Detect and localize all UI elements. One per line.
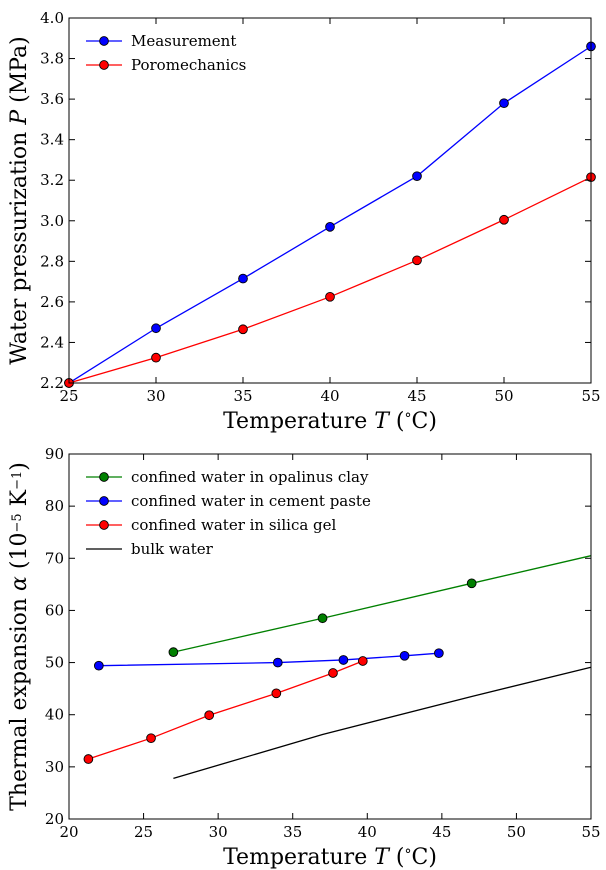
legend-label: confined water in silica gel — [131, 516, 337, 534]
x-tick-label: 50 — [507, 823, 526, 841]
x-tick-label: 20 — [59, 823, 78, 841]
data-point — [325, 291, 335, 302]
legend-label: confined water in opalinus clay — [131, 468, 369, 486]
data-point — [238, 324, 248, 335]
pressurization-chart: 25 30 35 40 45 50 55 2.2 2.4 2.6 2.8 3.0 3.2 3.4 3.6 3.… — [7, 9, 601, 434]
data-point — [146, 733, 156, 744]
series-line-1 — [68, 45, 592, 384]
x-tick-label: 40 — [358, 823, 377, 841]
y-tick-label: 3.0 — [40, 212, 64, 230]
data-point — [271, 688, 282, 699]
legend-label: confined water in cement paste — [131, 492, 371, 510]
y-tick-label: 60 — [45, 601, 64, 619]
x-tick-label: 55 — [581, 823, 600, 841]
x-axis-label: Temperature T (°C) — [223, 845, 437, 870]
x-tick-label: 45 — [432, 823, 451, 841]
legend-marker — [99, 496, 109, 506]
data-point — [338, 655, 349, 665]
data-point — [499, 214, 509, 225]
y-axis-label: Water pressurization P (MPa) — [7, 36, 32, 365]
x-axis-label: Temperature T (°C) — [223, 409, 437, 434]
data-point — [328, 668, 338, 678]
data-point — [357, 656, 368, 666]
data-point — [499, 98, 509, 109]
data-point — [83, 754, 94, 764]
x-tick-label: 25 — [59, 387, 78, 405]
legend-label: Measurement — [131, 32, 236, 50]
data-point — [317, 613, 328, 624]
legend-marker — [99, 36, 109, 46]
y-tick-label: 50 — [45, 654, 64, 672]
data-point — [204, 710, 215, 721]
data-point — [412, 255, 422, 266]
y-tick-label: 3.6 — [40, 90, 64, 108]
plot-frame — [68, 453, 592, 820]
data-point — [412, 171, 422, 182]
series-line-2 — [68, 176, 592, 384]
x-tick-label: 30 — [209, 823, 228, 841]
legend-label: Poromechanics — [131, 56, 246, 74]
data-point — [93, 660, 104, 671]
y-tick-label: 2.2 — [40, 374, 64, 392]
y-tick-label: 70 — [45, 549, 64, 567]
series-line-3 — [88, 660, 364, 760]
y-tick-label: 2.8 — [40, 252, 64, 270]
data-point — [151, 352, 161, 363]
y-tick-label: 3.2 — [40, 171, 64, 189]
y-tick-label: 20 — [45, 810, 64, 828]
y-axis-label: Thermal expansion α (10−5 K−1) — [7, 462, 32, 811]
y-tick-label: 2.6 — [40, 293, 64, 311]
data-point — [168, 647, 179, 657]
legend-label: bulk water — [131, 540, 214, 558]
x-tick-label: 40 — [320, 387, 339, 405]
data-point — [238, 273, 248, 284]
legend-marker — [99, 472, 109, 482]
data-point — [272, 657, 283, 668]
legend-marker — [99, 520, 109, 530]
legend: confined water in opalinus clay confined … — [86, 468, 371, 558]
series-line-2 — [98, 652, 439, 667]
y-tick-label: 90 — [45, 445, 64, 463]
y-tick-label: 2.4 — [40, 333, 64, 351]
series-line-4 — [173, 666, 592, 779]
series-line-1 — [173, 555, 592, 653]
legend: Measurement Poromechanics — [86, 32, 246, 74]
data-point — [434, 648, 444, 659]
y-tick-label: 4.0 — [40, 9, 64, 27]
y-tick-label: 40 — [45, 706, 64, 724]
x-tick-label: 55 — [581, 387, 600, 405]
y-tick-label: 80 — [45, 497, 64, 515]
thermal-expansion-chart: 20 25 30 35 40 45 50 55 20 30 40 50 60 70 80 90 Temperat… — [7, 445, 601, 870]
y-tick-label: 30 — [45, 758, 64, 776]
x-tick-label: 30 — [146, 387, 165, 405]
x-tick-label: 50 — [494, 387, 513, 405]
x-tick-label: 35 — [233, 387, 252, 405]
data-point — [325, 222, 335, 232]
y-tick-label: 3.8 — [40, 50, 64, 68]
x-tick-label: 25 — [134, 823, 153, 841]
data-point — [466, 578, 477, 589]
x-tick-label: 45 — [407, 387, 426, 405]
data-point — [399, 650, 410, 661]
y-tick-label: 3.4 — [40, 131, 64, 149]
legend-marker — [99, 60, 109, 70]
x-tick-label: 35 — [283, 823, 302, 841]
data-point — [151, 323, 161, 334]
